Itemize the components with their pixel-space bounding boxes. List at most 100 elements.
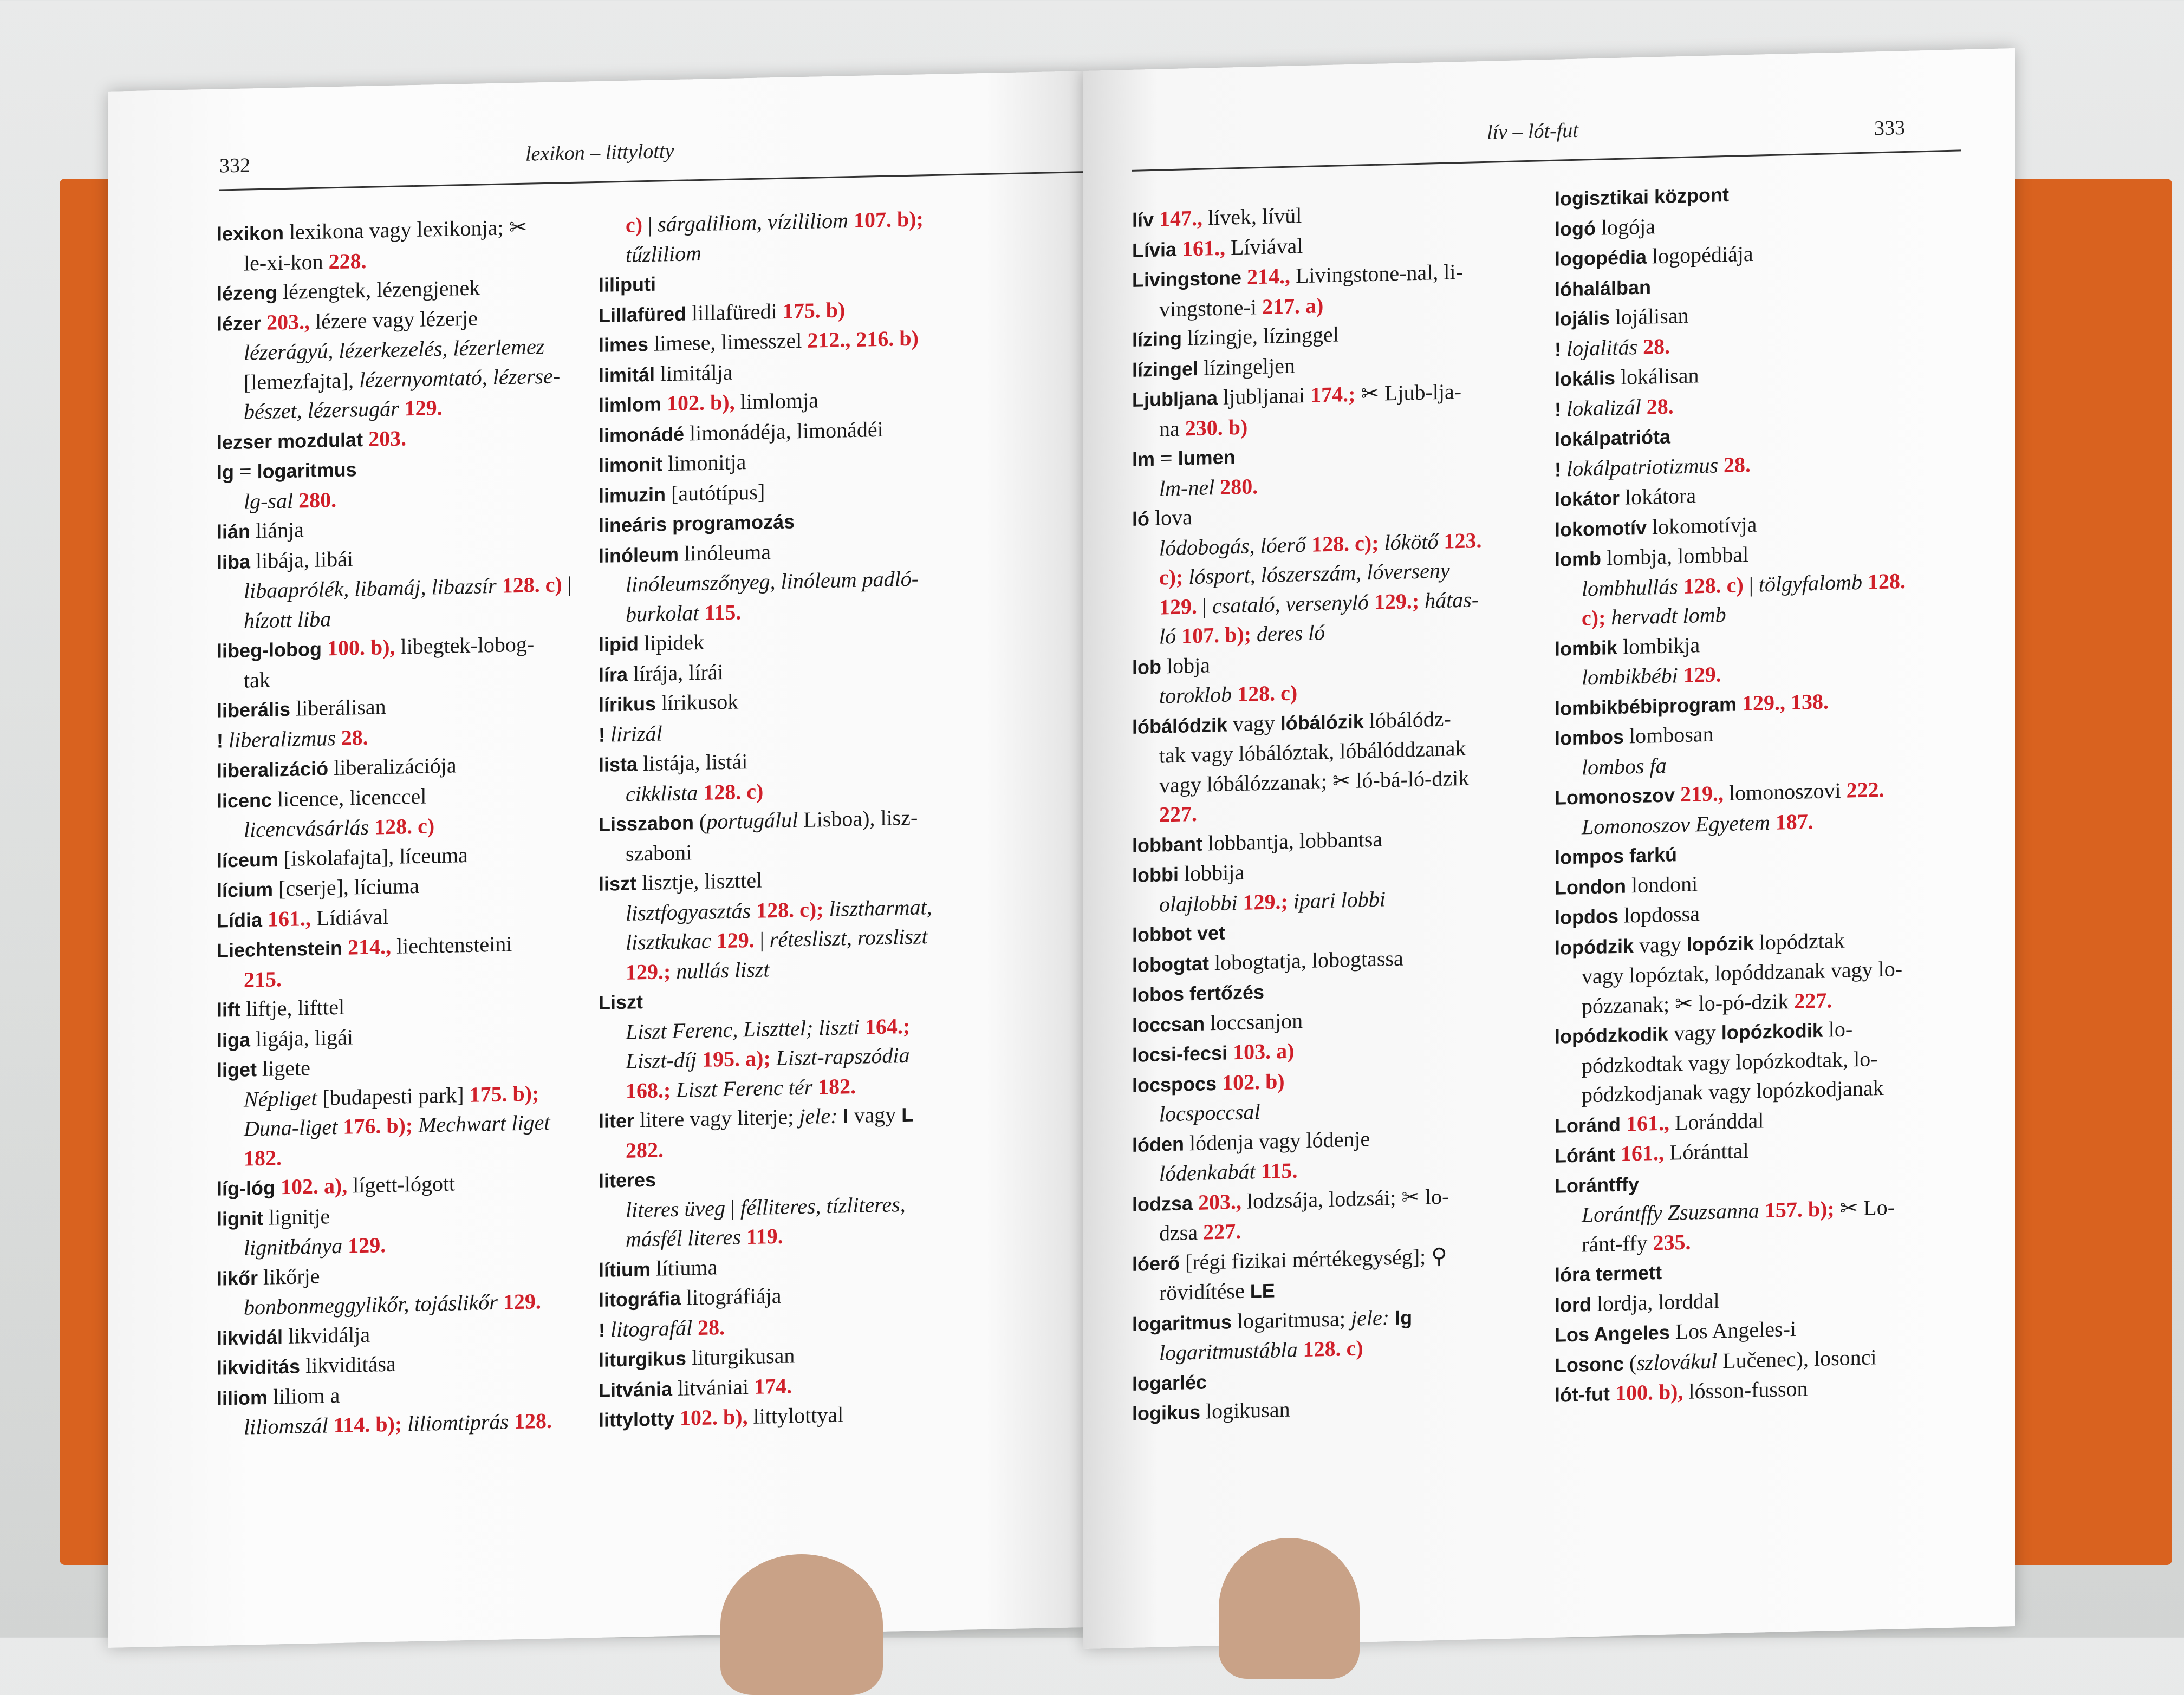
reference-number: 100. b), [321, 634, 395, 661]
headword: lobbot vet [1132, 921, 1225, 946]
headword: liturgikus [599, 1347, 687, 1371]
headword: ! [1555, 397, 1566, 421]
reference-number: c) [626, 212, 648, 237]
entry-text: pózzanak; ✂ lo-pó-dzik [1582, 988, 1795, 1019]
entry-text: le-xi-kon [244, 249, 329, 276]
entry-text: lokálisan [1615, 363, 1699, 390]
entry-text: lillafüredi [686, 298, 783, 325]
headword: lobbi [1132, 863, 1179, 886]
entry-text: Lučenec), losonci [1717, 1344, 1877, 1373]
example: hervadt lomb [1606, 602, 1726, 630]
headword: Losonc [1555, 1352, 1624, 1377]
entry-text: limonitja [662, 449, 746, 476]
example: tölgyfalomb [1758, 569, 1868, 597]
entry-text: Lisboa), lisz- [798, 805, 918, 832]
entry-text: limitálja [655, 360, 733, 386]
example: sárgaliliom, vízililiom [658, 208, 854, 237]
headword: lóbálódzik [1132, 713, 1228, 738]
example: litografál [610, 1315, 698, 1341]
entry-text: lobbija [1178, 859, 1245, 886]
headword: l [843, 1105, 849, 1127]
reference-number: 176. b); [343, 1113, 413, 1139]
column-3: lív 147., lívek, lívül Lívia 161., Líviáv… [1132, 197, 1482, 1429]
headword: lopódzik [1555, 934, 1634, 959]
reference-number: 161., [262, 905, 311, 931]
reference-number: 119. [746, 1223, 783, 1249]
column-2: c) | sárgaliliom, vízililiom 107. b); tűz… [599, 204, 932, 1435]
reference-number: c); [1582, 605, 1606, 630]
page-number: 333 [1874, 116, 1905, 140]
example: lignitbánya [244, 1233, 348, 1260]
reference-number: 129. [1159, 594, 1197, 620]
headword: lopózik [1686, 931, 1754, 956]
reference-number: 228. [328, 248, 367, 273]
example: logaritmustábla [1159, 1337, 1303, 1365]
example: lombhullás [1582, 573, 1683, 601]
headword: L [901, 1103, 914, 1126]
entry-text: lokátora [1620, 483, 1696, 510]
entry-text: tak [244, 667, 270, 693]
reference-number: 28. [1643, 334, 1670, 359]
column-4: logisztikai központ logó logója logopédia … [1555, 175, 1906, 1410]
entry-text: lézengtek, lézengjenek [277, 275, 480, 304]
reference-number: 217. a) [1262, 292, 1324, 319]
entry-text: lojálisan [1610, 303, 1689, 330]
reference-number: 28. [1724, 452, 1751, 477]
headword: logarléc [1132, 1370, 1207, 1395]
example: Liszt Ferenc tér [671, 1074, 818, 1102]
reference-number: 161., [1615, 1140, 1664, 1166]
entry-text: lordja, lorddal [1591, 1288, 1720, 1316]
headword: lobbant [1132, 832, 1202, 857]
reference-number: 175. b) [782, 297, 846, 323]
entry-text: libája, libái [250, 546, 353, 573]
example: lombikbébi [1582, 662, 1683, 690]
reference-number: 128. c); [756, 896, 824, 923]
entry-text: likőrje [258, 1263, 320, 1289]
entry-text: lírikusok [656, 689, 739, 715]
headword: lírikus [599, 692, 656, 716]
example: portugálul [706, 807, 798, 834]
reference-number: 280. [1220, 473, 1258, 499]
reference-number: 115. [704, 599, 742, 625]
reference-number: 115. [1260, 1158, 1298, 1184]
entry-text: ljubljanai [1218, 382, 1311, 409]
headword: lopózkodik [1721, 1019, 1823, 1044]
entry-text: limlomja [734, 388, 819, 414]
headword: loccsan [1132, 1012, 1205, 1036]
example: Mechwart liget [413, 1110, 550, 1138]
entry-text: | [648, 212, 658, 237]
entry-text: litvániai [672, 1374, 755, 1400]
thumb-right [1219, 1538, 1360, 1679]
entry-text: logaritmusa; [1232, 1306, 1351, 1333]
entry-text: lodzsája, lodzsái; ✂ lo- [1242, 1184, 1450, 1214]
reference-number: 227. [1203, 1218, 1242, 1244]
example: deres ló [1251, 620, 1325, 647]
headword: ló [1132, 507, 1149, 530]
headword: limes [599, 333, 649, 356]
entry-text: lósson-fusson [1683, 1376, 1808, 1404]
entry-text: lipidek [639, 629, 705, 656]
headword: Lívia [1132, 238, 1177, 262]
example: Liszt Ferenc, Liszttel; liszti [626, 1014, 865, 1044]
example: másfél literes [626, 1224, 746, 1251]
entry-text: vagy [1668, 1020, 1721, 1046]
entry-text: libegtek-lobog- [395, 631, 535, 659]
entry-text: ránt-ffy [1582, 1230, 1653, 1257]
entry-text: Lídiával [311, 904, 389, 930]
headword: líra [599, 663, 628, 686]
reference-number: 147., [1154, 205, 1203, 231]
example: szlovákul [1636, 1348, 1718, 1375]
headword: licenc [217, 788, 272, 812]
example: hátas- [1419, 586, 1479, 613]
reference-number: 203. [363, 425, 407, 451]
entry-text: liberálisan [290, 694, 386, 721]
reference-number: 102. b), [661, 389, 735, 416]
entry-text: lomonoszovi [1724, 778, 1847, 806]
reference-number: 157. b); [1764, 1196, 1835, 1223]
example: hízott liba [244, 606, 332, 633]
reference-number: 282. [626, 1137, 664, 1163]
example: lisztharmat, [823, 894, 932, 921]
headword: lót-fut [1555, 1383, 1610, 1406]
example: jele: [799, 1103, 843, 1129]
entry-text: [lemezfajta], [244, 367, 360, 395]
